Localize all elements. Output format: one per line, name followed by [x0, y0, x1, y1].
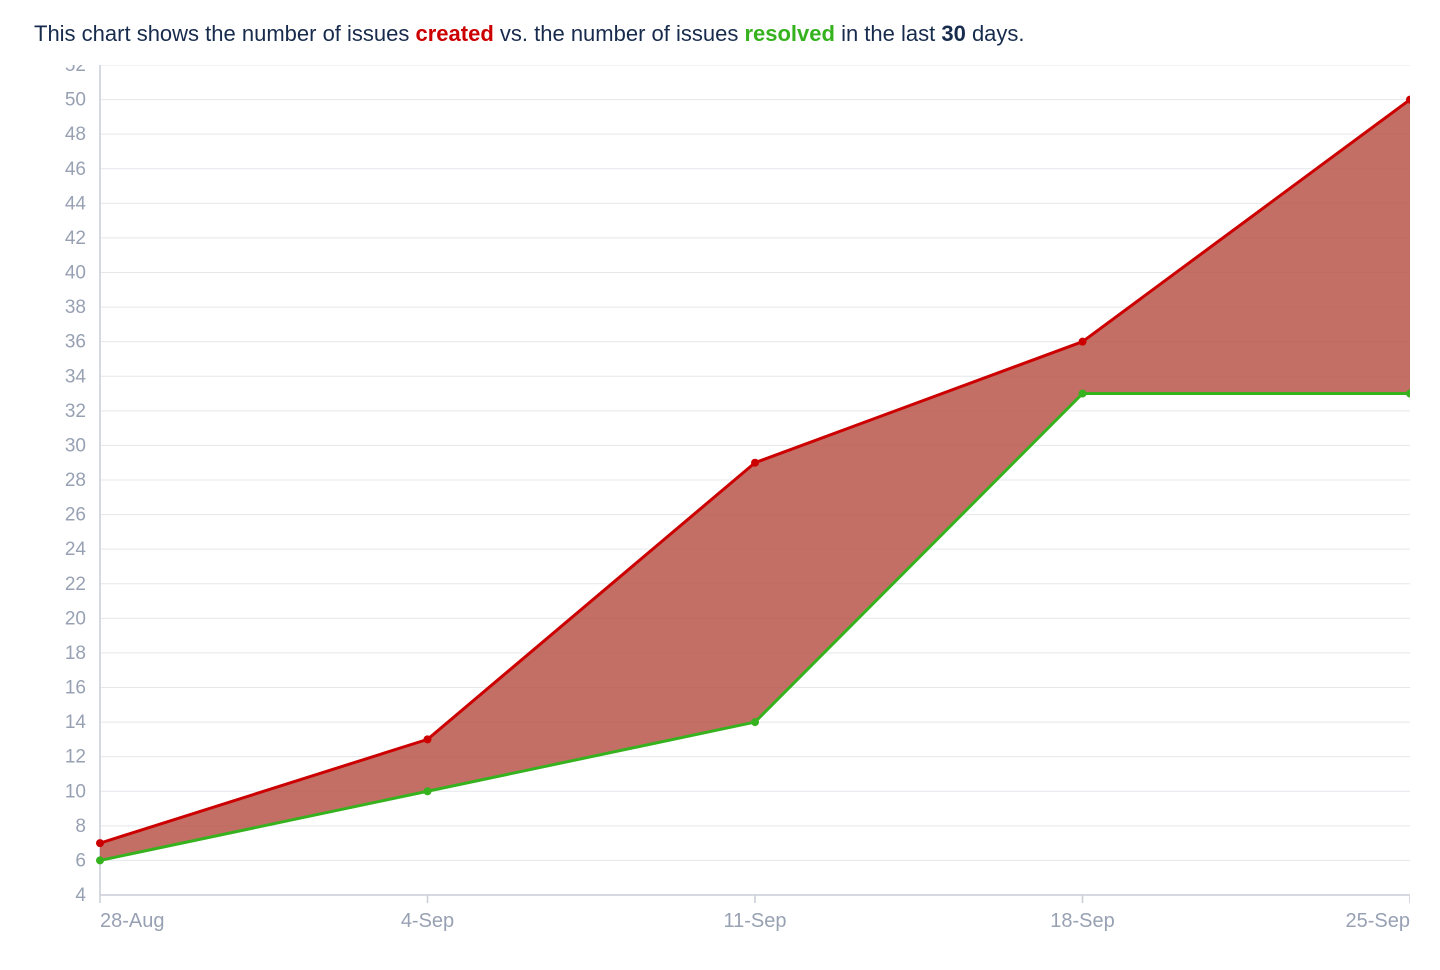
y-tick-label: 36 — [65, 331, 86, 352]
y-tick-label: 38 — [65, 297, 86, 318]
y-tick-label: 4 — [75, 885, 86, 906]
page: This chart shows the number of issues cr… — [0, 0, 1440, 970]
y-tick-label: 18 — [65, 643, 86, 664]
y-tick-label: 24 — [65, 539, 87, 560]
y-tick-label: 32 — [65, 400, 86, 421]
y-tick-label: 44 — [65, 193, 87, 214]
caption-created-word: created — [416, 21, 494, 46]
y-tick-label: 8 — [75, 815, 86, 836]
y-tick-label: 6 — [75, 850, 86, 871]
chart-caption: This chart shows the number of issues cr… — [34, 20, 1410, 49]
y-tick-label: 26 — [65, 504, 86, 525]
resolved-marker — [751, 718, 759, 726]
caption-text: days. — [966, 21, 1025, 46]
y-tick-label: 50 — [65, 89, 86, 110]
created-marker — [424, 735, 432, 743]
y-tick-label: 20 — [65, 608, 86, 629]
caption-resolved-word: resolved — [744, 21, 835, 46]
y-tick-label: 14 — [65, 712, 87, 733]
y-tick-label: 48 — [65, 124, 86, 145]
resolved-marker — [424, 787, 432, 795]
caption-text: in the last — [835, 21, 941, 46]
y-tick-label: 10 — [65, 781, 86, 802]
y-tick-label: 12 — [65, 746, 86, 767]
y-tick-label: 42 — [65, 228, 86, 249]
created-marker — [96, 839, 104, 847]
chart-container: 4681012141618202224262830323436384042444… — [30, 65, 1410, 945]
created-marker — [1079, 337, 1087, 345]
x-tick-label: 25-Sep — [1346, 910, 1411, 932]
y-tick-label: 28 — [65, 470, 86, 491]
x-tick-label: 4-Sep — [401, 910, 454, 932]
resolved-marker — [96, 856, 104, 864]
y-tick-label: 46 — [65, 158, 86, 179]
created-marker — [751, 458, 759, 466]
y-tick-label: 30 — [65, 435, 86, 456]
issues-chart: 4681012141618202224262830323436384042444… — [30, 65, 1410, 945]
y-tick-label: 16 — [65, 677, 86, 698]
y-tick-label: 52 — [65, 65, 86, 76]
y-tick-label: 22 — [65, 573, 86, 594]
resolved-marker — [1079, 389, 1087, 397]
caption-text: This chart shows the number of issues — [34, 21, 416, 46]
caption-days: 30 — [941, 21, 965, 46]
y-tick-label: 40 — [65, 262, 86, 283]
y-tick-label: 34 — [65, 366, 87, 387]
caption-text: vs. the number of issues — [494, 21, 745, 46]
x-tick-label: 18-Sep — [1050, 910, 1115, 932]
x-tick-label: 28-Aug — [100, 910, 165, 932]
x-tick-label: 11-Sep — [723, 910, 786, 932]
